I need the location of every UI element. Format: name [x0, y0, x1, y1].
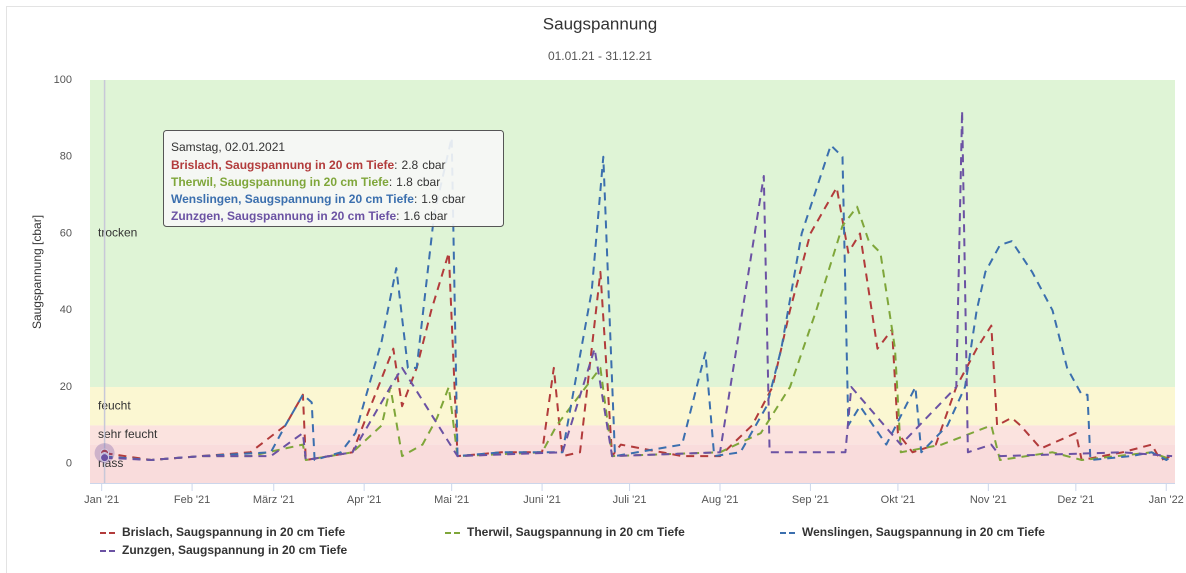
- tooltip-separator: :: [389, 175, 392, 189]
- tooltip-value: 1.6: [403, 209, 420, 223]
- y-axis-label: Saugspannung [cbar]: [30, 215, 44, 329]
- plot-band: [90, 387, 1175, 426]
- x-tick-label: Apr '21: [347, 494, 382, 506]
- tooltip-value: 1.8: [396, 175, 413, 189]
- x-tick-label: Nov '21: [970, 494, 1007, 506]
- series-line: [104, 186, 1173, 461]
- tooltip-separator: :: [414, 192, 417, 206]
- series-line: [104, 136, 1173, 461]
- tooltip-value: 2.8: [402, 158, 419, 172]
- x-tick-label: März '21: [253, 494, 295, 506]
- series-line: [104, 109, 1173, 461]
- hover-halo: [94, 443, 115, 464]
- tooltip-unit: cbar: [417, 175, 440, 189]
- hover-marker: [100, 453, 110, 463]
- legend-label: Wenslingen, Saugspannung in 20 cm Tiefe: [802, 525, 1045, 539]
- tooltip-row: Zunzgen, Saugspannung in 20 cm Tiefe: 1.6…: [171, 209, 448, 223]
- tooltip-row: Therwil, Saugspannung in 20 cm Tiefe: 1.8…: [171, 175, 440, 189]
- chart-subtitle: 01.01.21 - 31.12.21: [548, 49, 652, 63]
- tooltip: Samstag, 02.01.2021 Brislach, Saugspannun…: [163, 130, 504, 227]
- x-tick-label: Feb '21: [174, 494, 210, 506]
- y-tick-label: 40: [60, 304, 72, 316]
- tooltip-series-name: Zunzgen, Saugspannung in 20 cm Tiefe: [171, 209, 396, 223]
- chart-title: Saugspannung: [543, 14, 657, 33]
- tooltip-series-name: Wenslingen, Saugspannung in 20 cm Tiefe: [171, 192, 414, 206]
- plot-band: [90, 444, 1175, 483]
- tooltip-unit: cbar: [442, 192, 465, 206]
- tooltip-series-name: Brislach, Saugspannung in 20 cm Tiefe: [171, 158, 394, 172]
- x-tick-label: Jan '22: [1149, 494, 1184, 506]
- tooltip-title: Samstag, 02.01.2021: [171, 140, 285, 154]
- tooltip-row: Wenslingen, Saugspannung in 20 cm Tiefe:…: [171, 192, 465, 206]
- x-tick-label: Dez '21: [1057, 494, 1094, 506]
- plot-band: [90, 425, 1175, 445]
- y-tick-label: 80: [60, 151, 72, 163]
- legend-label: Therwil, Saugspannung in 20 cm Tiefe: [467, 525, 685, 539]
- legend-label: Brislach, Saugspannung in 20 cm Tiefe: [122, 525, 345, 539]
- frame: [6, 6, 1186, 573]
- tooltip-box: [163, 130, 504, 227]
- x-tick-label: Juni '21: [523, 494, 561, 506]
- y-tick-label: 60: [60, 227, 72, 239]
- plot-band: [90, 80, 1175, 388]
- tooltip-separator: :: [396, 209, 399, 223]
- x-tick-label: Sep '21: [792, 494, 829, 506]
- legend-label: Zunzgen, Saugspannung in 20 cm Tiefe: [122, 543, 347, 557]
- x-tick-label: Juli '21: [613, 494, 647, 506]
- tooltip-unit: cbar: [424, 209, 447, 223]
- tooltip-series-name: Therwil, Saugspannung in 20 cm Tiefe: [171, 175, 389, 189]
- plot-band-label: sehr feucht: [98, 427, 158, 441]
- tooltip-unit: cbar: [422, 158, 445, 172]
- x-tick-label: Mai '21: [434, 494, 469, 506]
- y-tick-label: 20: [60, 381, 72, 393]
- x-tick-label: Okt '21: [881, 494, 916, 506]
- y-tick-label: 0: [66, 458, 72, 470]
- tooltip-separator: :: [394, 158, 397, 172]
- y-tick-label: 100: [54, 74, 72, 86]
- x-tick-label: Aug '21: [702, 494, 739, 506]
- x-tick-label: Jan '21: [84, 494, 119, 506]
- tooltip-value: 1.9: [421, 192, 438, 206]
- plot-band-label: trocken: [98, 226, 137, 240]
- tooltip-row: Brislach, Saugspannung in 20 cm Tiefe: 2.…: [171, 158, 446, 172]
- plot-band-label: feucht: [98, 398, 131, 412]
